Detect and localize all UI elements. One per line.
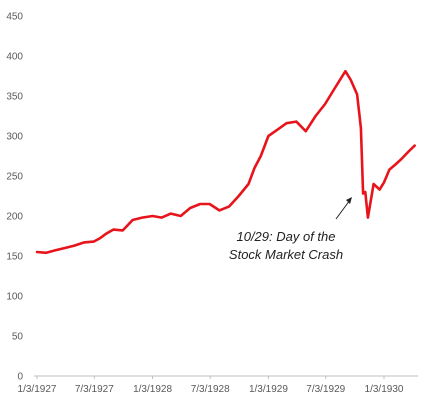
annotation-arrow: [335, 199, 351, 220]
y-tick-label: 200: [6, 212, 23, 223]
x-tick-label: 7/3/1927: [75, 384, 114, 395]
y-tick-label: 300: [6, 132, 23, 143]
x-axis-ticks: 1/3/1927 7/3/1927 1/3/1928 7/3/1928 1/3/1929…: [18, 376, 404, 395]
y-tick-label: 50: [12, 332, 24, 343]
y-axis-ticks: 0 50 100 150 200 250 300 350 400 450: [6, 12, 23, 383]
y-tick-label: 450: [6, 12, 23, 23]
y-tick-label: 350: [6, 92, 23, 103]
x-tick-label: 1/3/1929: [249, 384, 288, 395]
annotation-line-2: Stock Market Crash: [229, 247, 343, 262]
x-tick-label: 1/3/1927: [18, 384, 57, 395]
x-tick-label: 1/3/1928: [133, 384, 172, 395]
y-tick-label: 100: [6, 292, 23, 303]
series-layer: [35, 69, 417, 255]
annotation-arrowhead: [346, 197, 352, 204]
y-tick-label: 150: [6, 252, 23, 263]
y-tick-label: 400: [6, 52, 23, 63]
x-tick-label: 1/3/1930: [365, 384, 404, 395]
annotation-line-1: 10/29: Day of the: [236, 229, 335, 244]
y-tick-label: 0: [17, 372, 23, 383]
series-line: [35, 69, 417, 255]
y-tick-label: 250: [6, 172, 23, 183]
crash-annotation: 10/29: Day of the Stock Market Crash: [229, 197, 352, 262]
x-tick-label: 7/3/1929: [306, 384, 345, 395]
x-tick-label: 7/3/1928: [191, 384, 230, 395]
